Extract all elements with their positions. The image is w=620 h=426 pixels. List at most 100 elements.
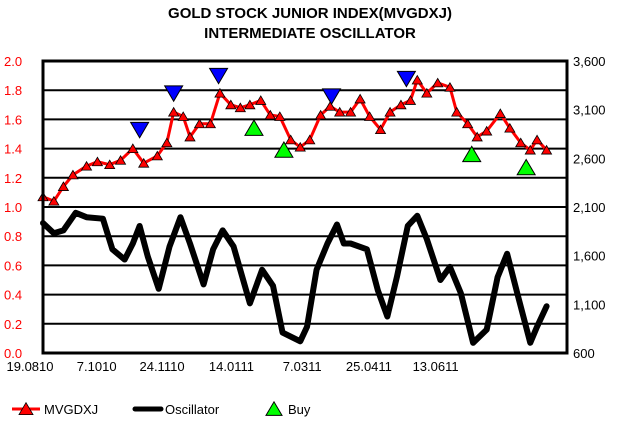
sell-signal-marker xyxy=(163,85,184,103)
mvgdxj-marker xyxy=(214,87,226,98)
mvgdxj-marker xyxy=(304,134,316,145)
right-tick-label: 1,100 xyxy=(573,297,606,312)
sell-signal-marker xyxy=(321,88,342,106)
mvgdxj-marker xyxy=(244,99,256,110)
chart-title: GOLD STOCK JUNIOR INDEX(MVGDXJ) xyxy=(168,5,452,22)
mvgdxj-marker xyxy=(67,169,79,180)
x-tick-label: 13.0611 xyxy=(413,359,459,374)
mvgdxj-marker xyxy=(384,106,396,117)
x-tick-label: 14.0111 xyxy=(209,359,254,374)
mvgdxj-marker xyxy=(177,111,189,121)
right-tick-label: 3,600 xyxy=(573,54,606,69)
left-tick-label: 1.4 xyxy=(4,142,22,157)
right-tick-label: 2,600 xyxy=(573,151,606,166)
mvgdxj-marker xyxy=(225,99,237,110)
mvgdxj-marker xyxy=(504,122,516,133)
mvgdxj-marker xyxy=(451,106,463,117)
mvgdxj-marker xyxy=(531,134,543,145)
mvgdxj-marker xyxy=(432,77,444,88)
mvgdxj-marker xyxy=(334,106,346,117)
chart-subtitle: INTERMEDIATE OSCILLATOR xyxy=(204,25,416,42)
mvgdxj-marker xyxy=(161,137,173,148)
left-tick-label: 1.2 xyxy=(4,171,22,186)
legend-label: Oscillator xyxy=(165,402,220,417)
buy-signal-marker xyxy=(274,140,294,158)
mvgdxj-marker xyxy=(411,74,423,85)
mvgdxj-marker xyxy=(255,95,267,105)
right-tick-label: 3,100 xyxy=(573,103,606,118)
mvgdxj-marker xyxy=(127,143,139,154)
mvgdxj-marker xyxy=(540,144,553,155)
mvgdxj-marker xyxy=(374,124,387,135)
legend: MVGDXJ Oscillator Buy xyxy=(12,400,311,417)
right-tick-label: 2,100 xyxy=(573,200,606,215)
legend-mvgdxj-marker xyxy=(18,401,34,416)
mvgdxj-marker xyxy=(344,106,357,117)
mvgdxj-marker xyxy=(444,81,456,92)
mvgdxj-marker xyxy=(354,93,366,104)
left-tick-label: 0.8 xyxy=(4,229,22,244)
x-tick-label: 24.1110 xyxy=(139,359,184,374)
right-tick-label: 600 xyxy=(573,346,595,361)
left-tick-label: 1.0 xyxy=(4,200,22,215)
mvgdxj-marker xyxy=(48,195,60,206)
left-tick-label: 1.6 xyxy=(4,112,22,127)
mvgdxj-marker xyxy=(274,111,286,121)
mvgdxj-marker xyxy=(264,109,276,120)
mvgdxj-marker xyxy=(480,125,493,136)
mvgdxj-marker xyxy=(324,100,336,111)
mvgdxj-marker xyxy=(234,102,247,113)
right-axis-ticks: 600 1,100 1,600 2,100 2,600 3,100 3,600 xyxy=(573,54,606,361)
mvgdxj-marker xyxy=(515,137,527,148)
legend-label: MVGDXJ xyxy=(44,402,98,417)
mvgdxj-marker xyxy=(363,111,376,121)
mvgdxj-marker xyxy=(57,181,70,191)
mvgdxj-marker xyxy=(193,118,206,129)
mvgdxj-line xyxy=(42,76,548,204)
buy-signal-marker xyxy=(244,119,264,136)
sell-signal-marker xyxy=(396,70,417,88)
left-tick-label: 0.0 xyxy=(4,346,22,361)
mvgdxj-marker xyxy=(80,160,93,171)
sell-signal-marker xyxy=(208,67,229,85)
legend-buy-marker xyxy=(265,400,283,416)
legend-label: Buy xyxy=(288,402,311,417)
plot-frame xyxy=(41,59,569,355)
mvgdxj-marker xyxy=(294,141,306,152)
buy-signal-marker xyxy=(461,145,482,163)
mvgdxj-marker xyxy=(461,118,474,129)
x-axis-ticks: 19.0810 7.1010 24.1110 14.0111 7.0311 25.0411… xyxy=(7,359,459,374)
mvgdxj-marker xyxy=(167,106,180,117)
mvgdxj-marker xyxy=(404,95,417,105)
mvgdxj-marker xyxy=(314,109,327,120)
mvgdxj-marker xyxy=(524,144,536,155)
left-tick-label: 0.2 xyxy=(4,317,22,332)
mvgdxj-marker xyxy=(151,150,164,161)
mvgdxj-marker xyxy=(471,131,483,142)
left-tick-label: 0.4 xyxy=(4,288,22,303)
right-tick-label: 1,600 xyxy=(573,249,606,264)
x-tick-label: 7.1010 xyxy=(77,359,117,374)
series-layer xyxy=(37,67,553,346)
x-tick-label: 7.0311 xyxy=(283,359,322,374)
mvgdxj-marker xyxy=(114,154,127,165)
oscillator-line xyxy=(40,209,550,346)
mvgdxj-marker xyxy=(421,87,433,98)
sell-signal-marker xyxy=(129,121,150,139)
x-tick-label: 19.0810 xyxy=(7,359,54,374)
mvgdxj-marker xyxy=(91,156,104,167)
mvgdxj-marker xyxy=(285,134,297,145)
mvgdxj-marker xyxy=(184,131,196,142)
mvgdxj-marker xyxy=(494,108,507,118)
left-axis-ticks: 0.0 0.2 0.4 0.6 0.8 1.0 1.2 1.4 1.6 1.8 2.0 xyxy=(4,54,22,361)
gridlines xyxy=(43,89,567,325)
mvgdxj-marker xyxy=(204,118,217,129)
mvgdxj-marker xyxy=(138,157,150,168)
x-tick-label: 25.0411 xyxy=(346,359,392,374)
left-tick-label: 2.0 xyxy=(4,54,22,69)
left-tick-label: 0.6 xyxy=(4,258,22,273)
buy-signal-marker xyxy=(516,158,537,176)
mvgdxj-marker xyxy=(103,159,116,170)
left-tick-label: 1.8 xyxy=(4,83,22,98)
